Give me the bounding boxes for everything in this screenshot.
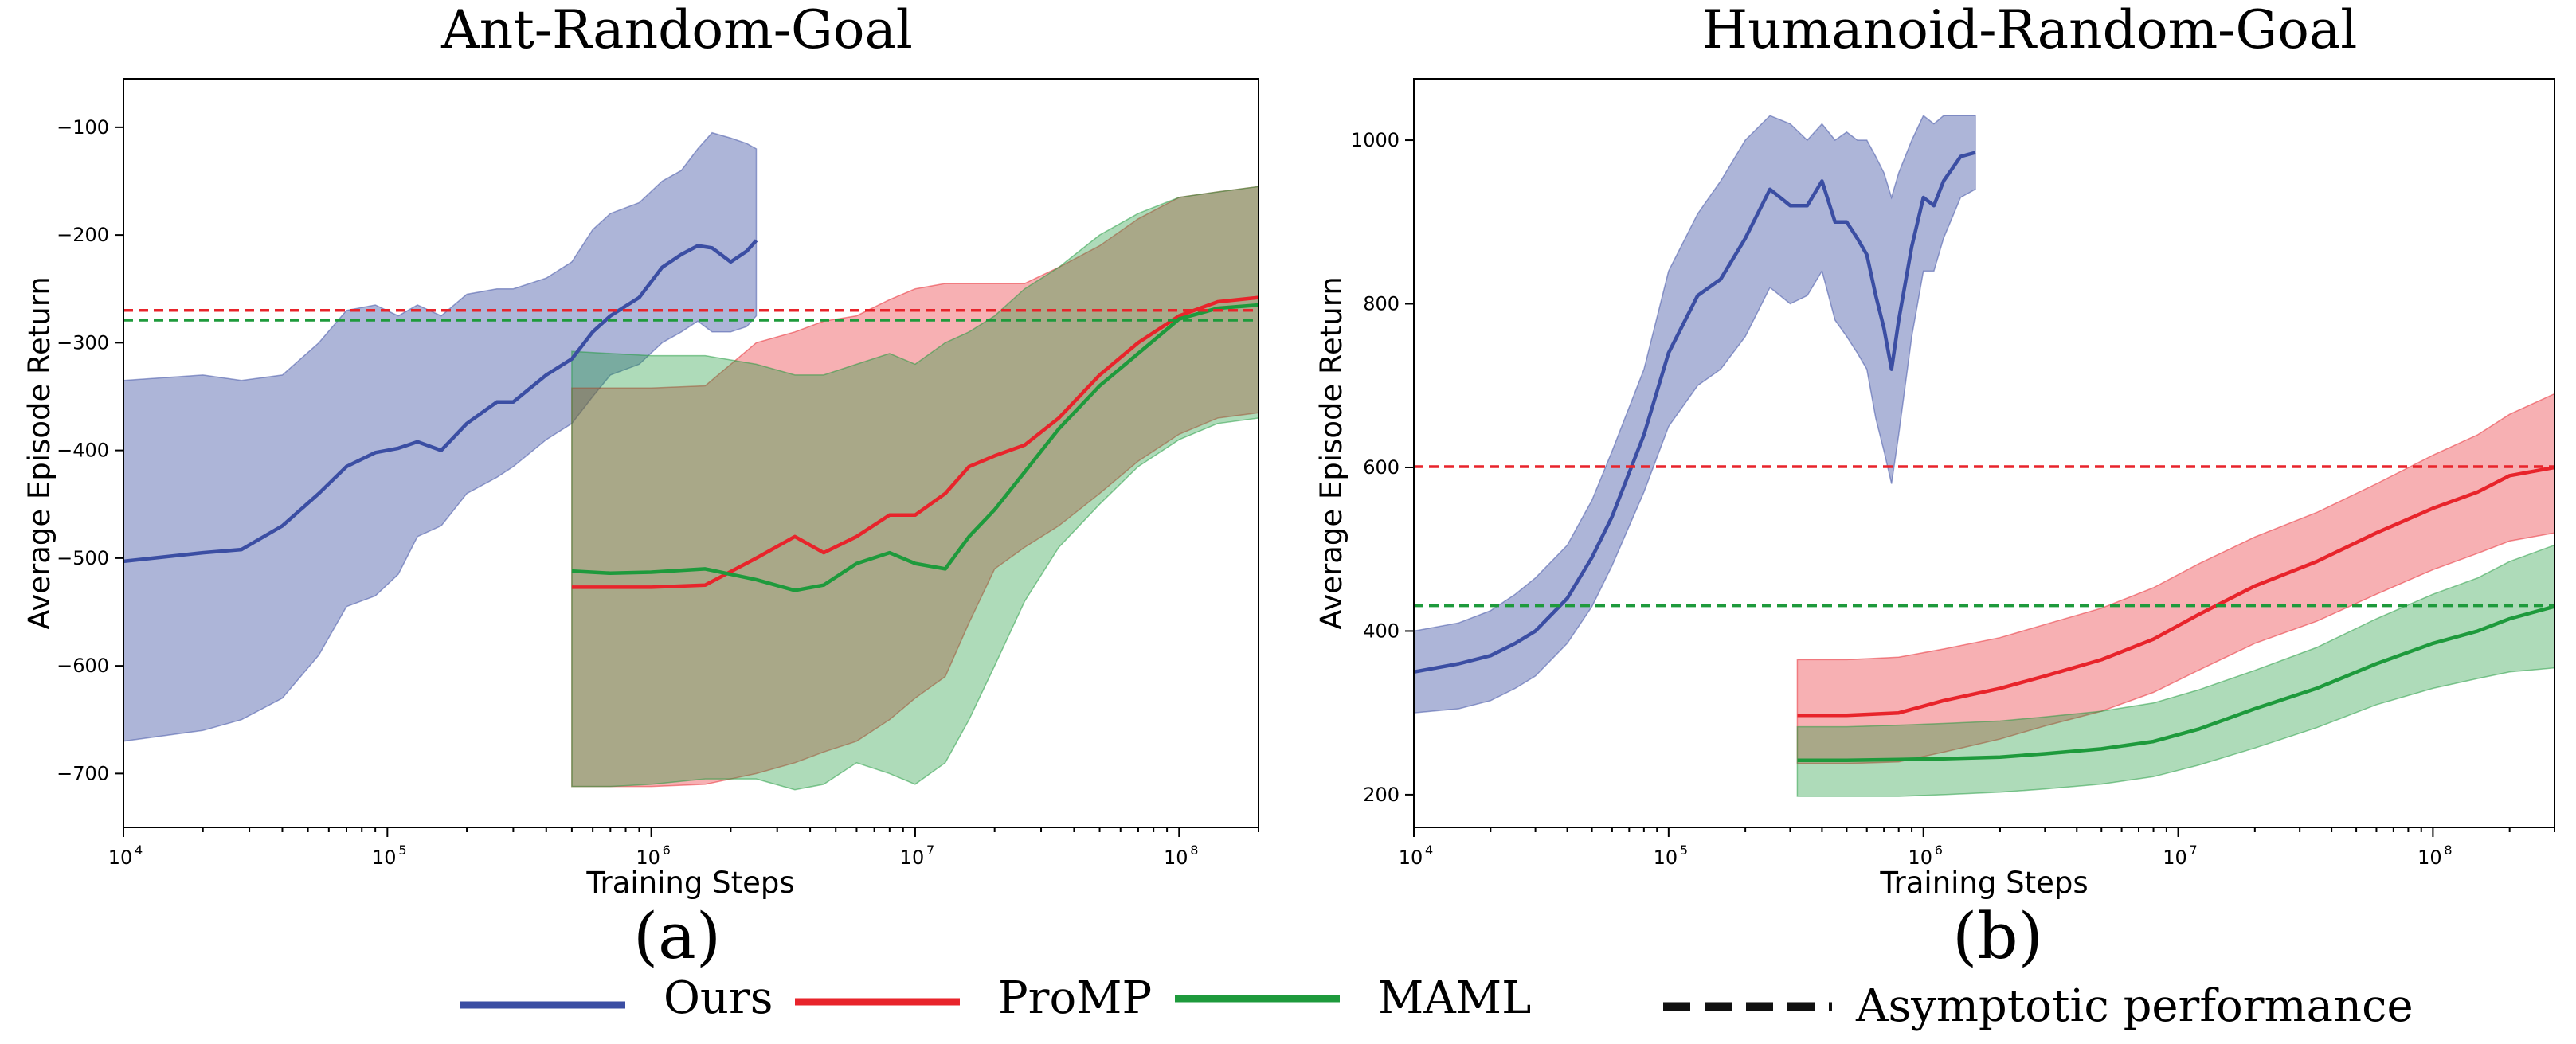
series-line-ours: [123, 239, 758, 564]
x-axis-label: Training Steps: [585, 866, 794, 900]
chart-title: Humanoid-Random-Goal: [1702, 0, 2358, 61]
y-tick-label: −400: [57, 440, 109, 462]
legend-label-asymptotic: Asymptotic performance: [1855, 980, 2414, 1032]
x-tick-label: 10: [108, 847, 133, 869]
x-tick-exponent: 5: [1680, 843, 1688, 858]
y-tick-label: −200: [57, 224, 109, 246]
y-tick-label: −700: [57, 762, 109, 784]
legend-label-maml: MAML: [1378, 972, 1531, 1024]
series-line-promp: [571, 295, 1259, 589]
x-tick-exponent: 5: [398, 843, 406, 858]
x-tick-label: 10: [2417, 847, 2442, 869]
subcaption: (b): [1952, 899, 2043, 973]
y-tick-label: 600: [1363, 456, 1400, 479]
y-tick-label: 200: [1363, 784, 1400, 806]
x-tick-exponent: 8: [1190, 843, 1198, 858]
x-tick-label: 10: [1164, 847, 1188, 869]
legend-label-promp: ProMP: [998, 972, 1152, 1024]
x-tick-label: 10: [372, 847, 397, 869]
y-tick-label: −500: [57, 547, 109, 569]
x-tick-label: 10: [1908, 847, 1932, 869]
x-tick-exponent: 6: [663, 843, 671, 858]
y-axis-label: Average Episode Return: [22, 276, 57, 630]
x-tick-exponent: 6: [1935, 843, 1943, 858]
series-line-maml: [1797, 604, 2555, 763]
y-tick-label: 400: [1363, 620, 1400, 642]
subcaption: (a): [633, 899, 721, 973]
x-tick-exponent: 4: [135, 843, 143, 858]
x-tick-label: 10: [1654, 847, 1678, 869]
panel-ant-random-goal: Ant-Random-Goal 10 4 10 5 10 6 10 7 10 8−100−200−…: [22, 0, 1259, 973]
x-tick-label: 10: [2163, 847, 2187, 869]
chart-title: Ant-Random-Goal: [440, 0, 913, 61]
band-ours: [123, 131, 758, 742]
x-tick-label: 10: [900, 847, 925, 869]
x-tick-label: 10: [1399, 847, 1423, 869]
y-tick-label: −100: [57, 116, 109, 139]
legend: Ours ProMP MAML Asymptotic performance: [460, 972, 2414, 1032]
axes-frame: [1413, 78, 2555, 828]
series-line-ours: [1413, 151, 1976, 674]
y-tick-label: −300: [57, 331, 109, 354]
panel-humanoid-random-goal: Humanoid-Random-Goal 10 4 10 5 10 6 10 7 10 82004…: [1314, 0, 2555, 973]
x-tick-exponent: 4: [1425, 843, 1433, 858]
series-line-promp: [1797, 465, 2555, 718]
band-ours: [1413, 115, 1976, 714]
x-tick-label: 10: [636, 847, 660, 869]
x-axis-ticks: 10 4 10 5 10 6 10 7 10 8: [1399, 827, 2555, 869]
series-line-maml: [571, 303, 1259, 592]
x-tick-exponent: 8: [2444, 843, 2452, 858]
y-axis-label: Average Episode Return: [1314, 276, 1349, 630]
y-axis-ticks: 200 400 600 800 1000: [1351, 129, 1414, 806]
y-tick-label: 1000: [1351, 129, 1400, 151]
x-axis-label: Training Steps: [1879, 866, 2088, 900]
axes-frame: [123, 78, 1259, 828]
x-tick-exponent: 7: [926, 843, 934, 858]
y-tick-label: −600: [57, 655, 109, 677]
legend-label-ours: Ours: [664, 972, 773, 1024]
plot-area: 10 4 10 5 10 6 10 7 10 8−100−200−300−400−500−600−…: [57, 116, 1259, 869]
y-tick-label: 800: [1363, 293, 1400, 315]
y-axis-ticks: −100 −200 −300 −400 −500 −600 −700: [57, 116, 123, 784]
x-axis-ticks: 10 4 10 5 10 6 10 7 10 8: [108, 827, 1259, 869]
x-tick-exponent: 7: [2190, 843, 2198, 858]
